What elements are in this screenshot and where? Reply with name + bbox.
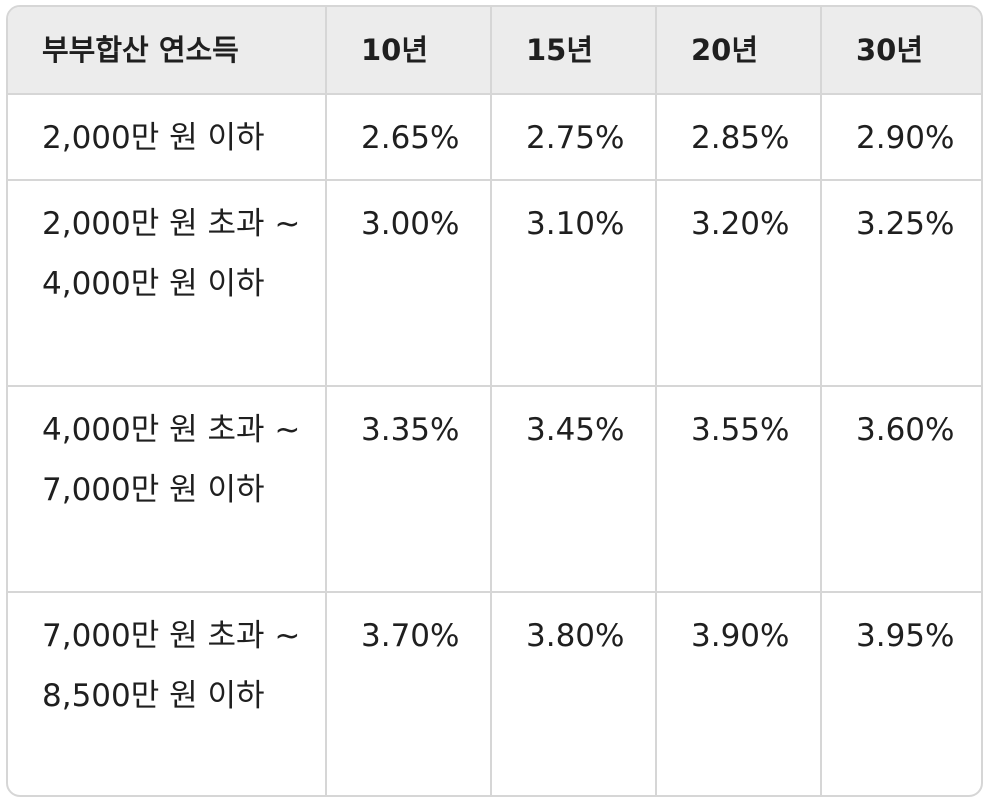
rate-cell: 3.60% [821,386,981,593]
header-term-15: 15년 [491,7,657,95]
rate-cell: 3.45% [491,386,657,593]
table-row: 2,000만 원 이하 2.65% 2.75% 2.85% 2.90% [8,94,981,181]
rate-cell: 3.35% [326,386,492,593]
income-cell: 2,000만 원 초과 ~ 4,000만 원 이하 [8,180,327,387]
rate-cell: 3.95% [856,618,955,654]
rate-cell: 3.80% [491,592,657,795]
header-term-30: 30년 [821,7,981,95]
table-row: 7,000만 원 초과 ~ 8,500만 원 이하 3.70% 3.80% 3.… [8,592,981,795]
table-header: 부부합산 연소득 10년 15년 20년 30년 [8,7,981,95]
rate-cell: 2.75% [491,94,657,181]
rate-cell: 3.20% [656,180,822,387]
table-row: 2,000만 원 초과 ~ 4,000만 원 이하 3.00% 3.10% 3.… [8,180,981,387]
rate-cell: 3.00% [326,180,492,387]
rate-cell: 2.90% [821,94,981,181]
table-body: 2,000만 원 이하 2.65% 2.75% 2.85% 2.90% 2,00… [8,94,981,795]
rate-cell: 2.65% [326,94,492,181]
rate-table-container: 부부합산 연소득 10년 15년 20년 30년 2,000만 원 이하 2.6… [6,5,983,797]
header-row: 부부합산 연소득 10년 15년 20년 30년 [8,7,981,95]
rate-cell: 3.10% [491,180,657,387]
rate-cell: 2.85% [656,94,822,181]
rate-cell: 3.25% [821,180,981,387]
rate-cell: 3.70% [326,592,492,795]
interest-rate-table: 부부합산 연소득 10년 15년 20년 30년 2,000만 원 이하 2.6… [8,7,981,795]
income-cell: 2,000만 원 이하 [8,94,327,181]
header-income: 부부합산 연소득 [8,7,327,95]
income-cell: 4,000만 원 초과 ~ 7,000만 원 이하 [8,386,327,593]
table-row: 4,000만 원 초과 ~ 7,000만 원 이하 3.35% 3.45% 3.… [8,386,981,593]
header-term-10: 10년 [326,7,492,95]
rate-cell: 3.55% [656,386,822,593]
income-cell: 7,000만 원 초과 ~ 8,500만 원 이하 [8,592,327,795]
header-term-20: 20년 [656,7,822,95]
rate-cell: 3.90% [656,592,822,795]
